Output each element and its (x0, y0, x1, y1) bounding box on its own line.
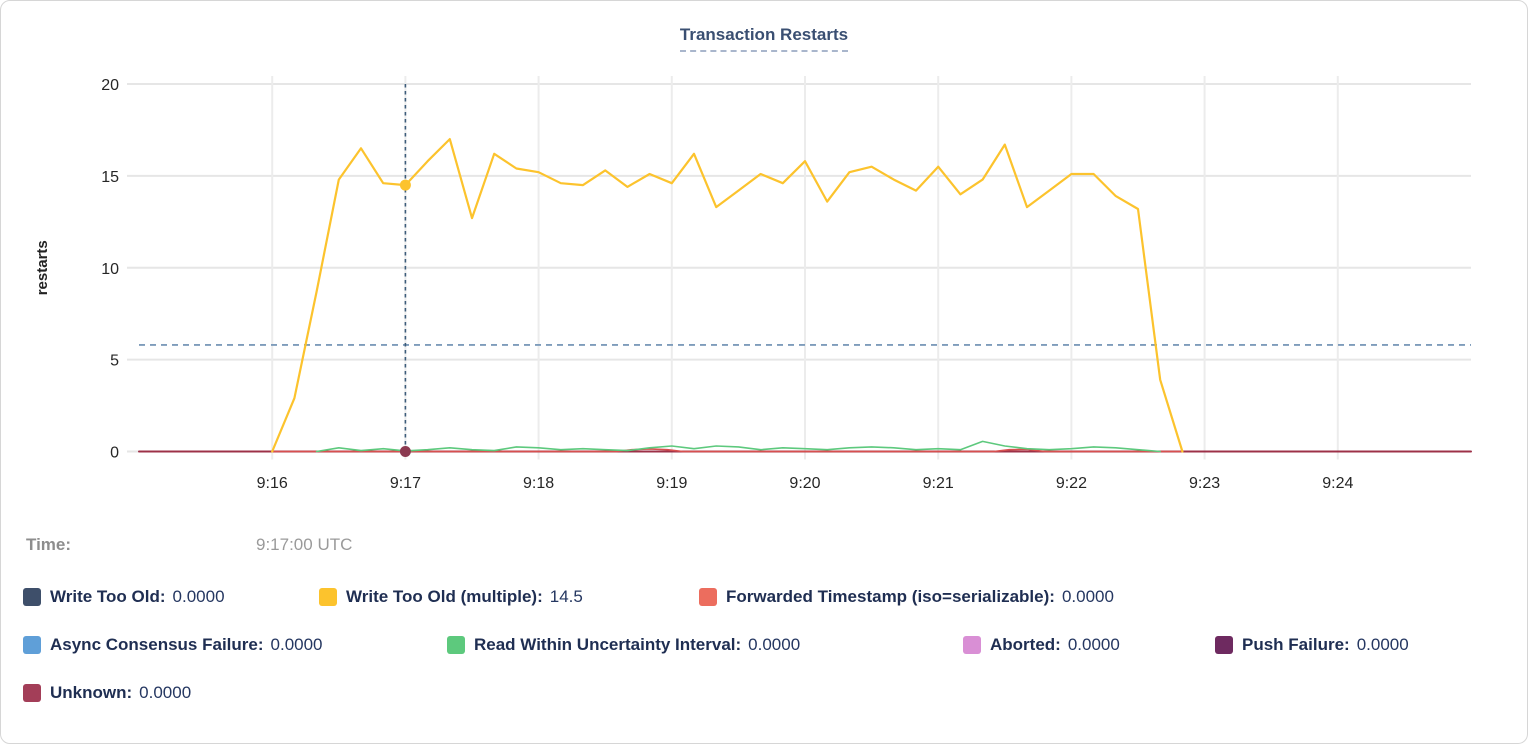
x-tick-label: 9:24 (1322, 475, 1353, 492)
legend-value: 0.0000 (139, 683, 192, 702)
legend-value: 14.5 (549, 587, 583, 606)
legend-value: 0.0000 (748, 635, 801, 654)
legend-item-push-failure[interactable]: Push Failure: 0.0000 (1215, 635, 1409, 655)
legend-label: Push Failure: (1242, 635, 1350, 654)
legend-item-unknown[interactable]: Unknown: 0.0000 (23, 683, 191, 703)
legend-item-read-within-uncertainty[interactable]: Read Within Uncertainty Interval: 0.0000 (447, 635, 963, 655)
legend-value: 0.0000 (1061, 587, 1114, 606)
legend-swatch (447, 636, 465, 654)
legend-value: 0.0000 (1067, 635, 1120, 654)
legend-label: Unknown: (50, 683, 133, 702)
legend-swatch (23, 636, 41, 654)
time-row: Time: 9:17:00 UTC (26, 535, 352, 555)
x-tick-label: 9:22 (1056, 475, 1087, 492)
legend-row-2: Async Consensus Failure: 0.0000 Read Wit… (23, 635, 1409, 655)
crosshair-marker (399, 179, 411, 191)
legend-label: Aborted: (990, 635, 1061, 654)
y-tick-label: 5 (110, 353, 119, 370)
legend-swatch (1215, 636, 1233, 654)
legend-swatch (23, 588, 41, 606)
time-value: 9:17:00 UTC (256, 535, 353, 554)
y-tick-label: 10 (101, 261, 119, 278)
legend-row-1: Write Too Old: 0.0000 Write Too Old (mul… (23, 587, 1114, 607)
legend-item-write-too-old-multiple[interactable]: Write Too Old (multiple): 14.5 (319, 587, 699, 607)
legend-label: Read Within Uncertainty Interval: (474, 635, 742, 654)
legend-label: Async Consensus Failure: (50, 635, 264, 654)
chart-title-wrap: Transaction Restarts (1, 25, 1527, 52)
legend-swatch (23, 684, 41, 702)
legend-value: 0.0000 (172, 587, 225, 606)
x-tick-label: 9:17 (390, 475, 421, 492)
x-tick-label: 9:18 (523, 475, 554, 492)
chart-canvas[interactable]: 0 5 10 15 20 9:16 9:17 9:18 9:19 9:20 9:21 9:22 9:23… (1, 1, 1527, 516)
crosshair-marker (399, 446, 411, 457)
x-tick-label: 9:21 (923, 475, 954, 492)
y-tick-label: 20 (101, 77, 119, 94)
legend-item-aborted[interactable]: Aborted: 0.0000 (963, 635, 1215, 655)
legend-row-3: Unknown: 0.0000 (23, 683, 191, 703)
legend-swatch (319, 588, 337, 606)
legend-label: Write Too Old (multiple): (346, 587, 543, 606)
legend-value: 0.0000 (1356, 635, 1409, 654)
legend-label: Write Too Old: (50, 587, 166, 606)
legend-item-async-consensus-failure[interactable]: Async Consensus Failure: 0.0000 (23, 635, 447, 655)
chart-title[interactable]: Transaction Restarts (679, 25, 849, 52)
legend-swatch (963, 636, 981, 654)
x-tick-label: 9:16 (257, 475, 288, 492)
legend-label: Forwarded Timestamp (iso=serializable): (726, 587, 1055, 606)
x-tick-label: 9:19 (656, 475, 687, 492)
legend-value: 0.0000 (270, 635, 323, 654)
x-tick-label: 9:23 (1189, 475, 1220, 492)
series-line-read-within-uncertainty-interval (315, 440, 1161, 453)
y-tick-label: 15 (101, 169, 119, 186)
y-axis-label: restarts (34, 240, 51, 295)
x-tick-label: 9:20 (789, 475, 820, 492)
time-label: Time: (26, 535, 72, 554)
legend-item-forwarded-timestamp[interactable]: Forwarded Timestamp (iso=serializable): … (699, 587, 1114, 607)
legend-swatch (699, 588, 717, 606)
series-line-write-too-old-multiple- (271, 138, 1184, 453)
legend-item-write-too-old[interactable]: Write Too Old: 0.0000 (23, 587, 319, 607)
y-tick-label: 0 (110, 445, 119, 462)
